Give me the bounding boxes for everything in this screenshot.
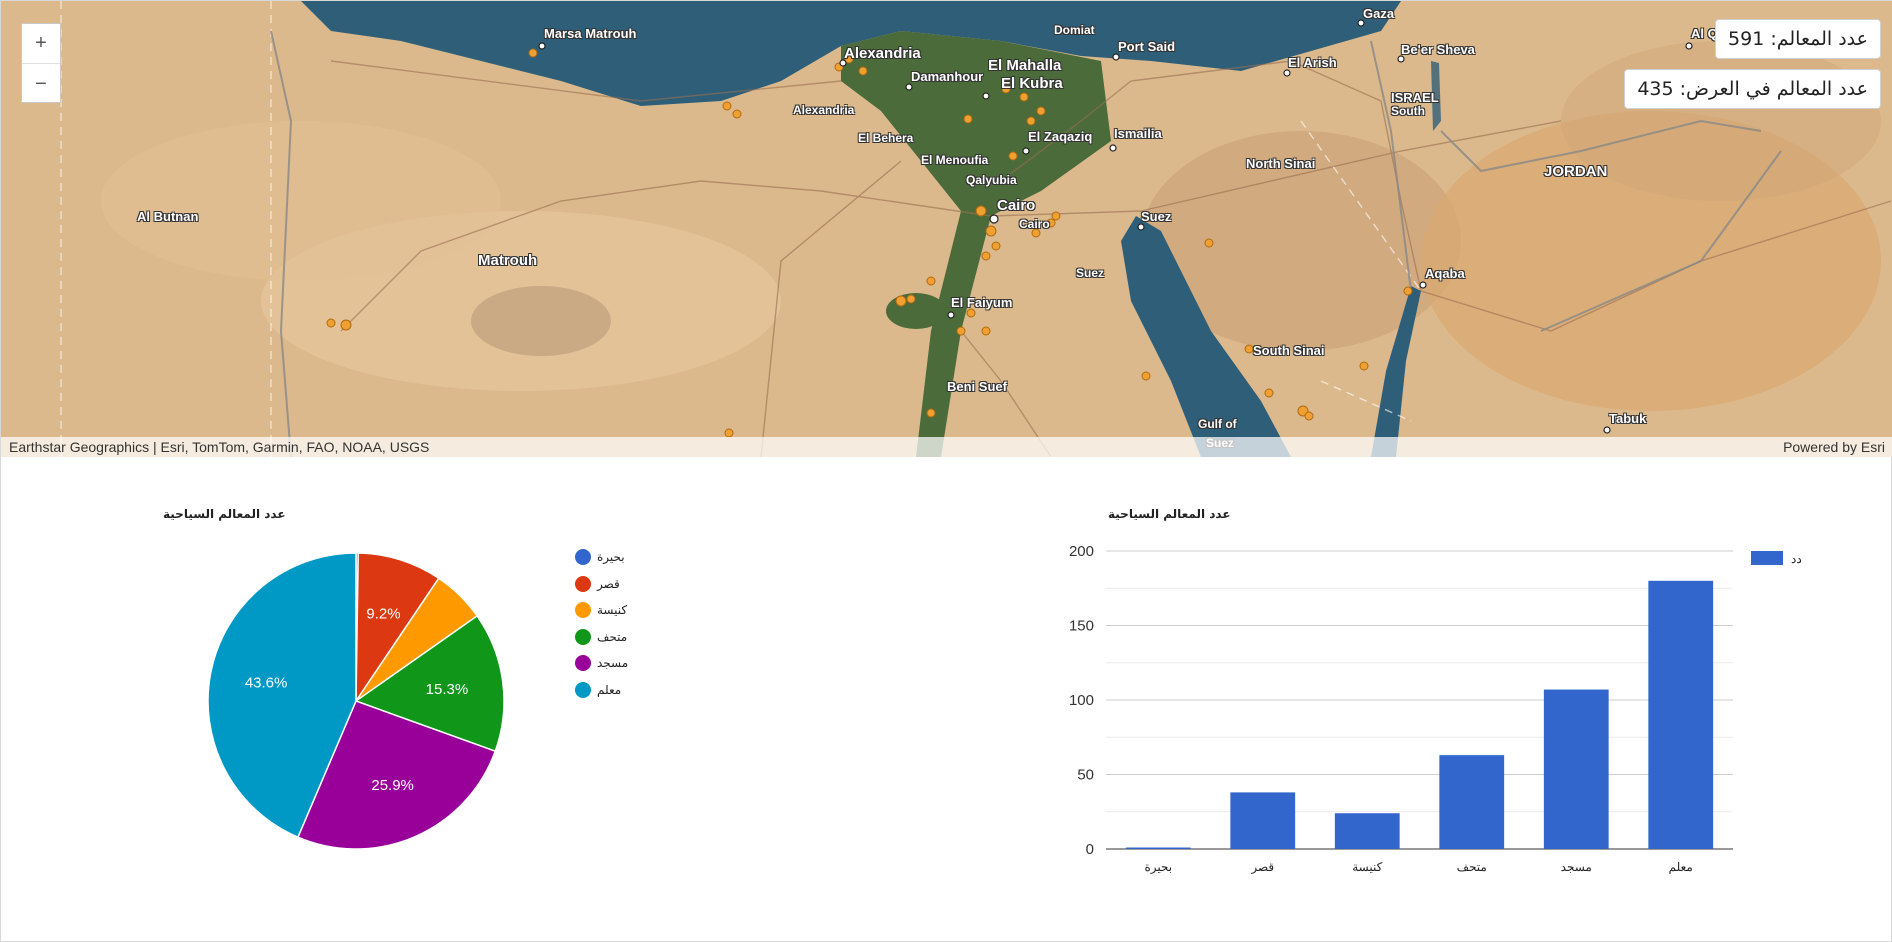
pie-slice-label: 25.9%	[371, 777, 414, 794]
x-tick-label: معلم	[1669, 860, 1693, 874]
pie-chart-title: عدد المعالم السياحية	[163, 507, 286, 521]
pie-legend-item[interactable]: كنيسة	[575, 602, 627, 618]
map-place-label: Marsa Matrouh	[544, 26, 637, 41]
map-place-label: Tabuk	[1609, 411, 1647, 426]
legend-swatch	[1751, 551, 1783, 565]
legend-swatch	[575, 549, 591, 565]
pie-legend-item[interactable]: معلم	[575, 681, 622, 698]
legend-swatch	[575, 602, 591, 618]
legend-swatch	[575, 681, 591, 698]
map-place-label: Gulf of	[1198, 417, 1237, 431]
map-place-label: Suez	[1141, 209, 1172, 224]
zoom-in-button[interactable]: +	[22, 24, 60, 64]
total-features-badge: عدد المعالم: 591	[1715, 19, 1881, 59]
map-place-label: El Behera	[858, 131, 914, 145]
zoom-control: + −	[21, 23, 61, 103]
map-place-label: Cairo	[997, 197, 1036, 214]
legend-label: متحف	[597, 629, 628, 644]
map-place-label: Aqaba	[1425, 266, 1465, 281]
x-tick-label: متحف	[1457, 860, 1487, 874]
pie-slice-label: 9.2%	[366, 605, 400, 622]
x-tick-label: مسجد	[1561, 860, 1592, 874]
y-tick-label: 50	[1077, 767, 1094, 784]
map-place-label: North Sinai	[1246, 156, 1316, 171]
map-place-label: Beni Suef	[947, 379, 1007, 394]
map-place-label: South	[1391, 104, 1425, 118]
powered-by-esri[interactable]: Powered by Esri	[1783, 439, 1885, 455]
map-view[interactable]: Marsa Matrouh Alexandria Damanhour El Mahal…	[1, 1, 1892, 457]
x-tick-label: بحيرة	[1144, 860, 1172, 874]
map-place-label: Port Said	[1118, 39, 1176, 54]
legend-swatch	[575, 575, 591, 592]
bar[interactable]	[1125, 847, 1191, 850]
basemap-imagery	[1, 1, 1892, 457]
bar[interactable]	[1648, 580, 1714, 849]
pie-slice[interactable]	[354, 614, 505, 753]
legend-swatch	[575, 655, 591, 671]
pie-legend-item[interactable]: متحف	[575, 628, 628, 645]
map-place-label: Cairo	[1019, 217, 1050, 231]
map-place-label: Domiat	[1054, 23, 1095, 37]
legend-label: معلم	[597, 682, 622, 697]
zoom-out-button[interactable]: −	[35, 72, 47, 95]
bar[interactable]	[1439, 755, 1505, 849]
map-place-label: El Kubra	[1001, 75, 1063, 92]
y-tick-label: 200	[1069, 543, 1094, 560]
map-place-label: Qalyubia	[966, 173, 1017, 187]
legend-label: قصر	[597, 576, 620, 591]
pie-slice-label: 43.6%	[245, 675, 288, 692]
bar[interactable]	[1543, 689, 1609, 849]
attribution-text[interactable]: Earthstar Geographics | Esri, TomTom, Ga…	[9, 439, 430, 455]
y-tick-label: 100	[1069, 692, 1094, 709]
bar[interactable]	[1334, 813, 1400, 849]
pie-slice[interactable]	[207, 552, 357, 839]
map-place-label: ISRAEL	[1391, 90, 1439, 105]
x-tick-label: قصر	[1250, 860, 1274, 874]
bar-chart-title: عدد المعالم السياحية	[1108, 507, 1231, 521]
map-place-label: El Zaqaziq	[1028, 129, 1093, 144]
map-place-label: Be'er Sheva	[1401, 42, 1475, 57]
map-place-label: Alexandria	[793, 103, 855, 117]
y-tick-label: 150	[1069, 618, 1094, 635]
y-tick-label: 0	[1086, 841, 1094, 858]
bar[interactable]	[1230, 792, 1296, 849]
map-place-label: El Arish	[1288, 55, 1337, 70]
legend-label: مسجد	[597, 656, 629, 670]
map-place-label: Suez	[1076, 266, 1105, 280]
map-place-label: Alexandria	[844, 45, 921, 62]
legend-label: بحيرة	[597, 550, 625, 564]
map-place-label: Gaza	[1363, 6, 1395, 21]
map-place-label: JORDAN	[1544, 163, 1608, 180]
bar-legend-label[interactable]: العدد	[1791, 552, 1801, 566]
map-place-label: Matrouh	[478, 252, 538, 269]
pie-chart[interactable]: 9.2% 15.3% 25.9% 43.6%	[191, 536, 521, 866]
map-place-label: El Menoufia	[921, 153, 989, 167]
bar-chart[interactable]: 0 50 100 150 200 بحيرة قصر كنيسة متحف مسجد معلم الع…	[1041, 531, 1801, 891]
x-tick-label: كنيسة	[1352, 860, 1382, 874]
pie-legend-item[interactable]: مسجد	[575, 655, 628, 671]
map-place-label: El Faiyum	[951, 295, 1013, 310]
map-place-label: Al Butnan	[137, 209, 199, 224]
legend-swatch	[575, 628, 591, 645]
pie-legend-item[interactable]: قصر	[575, 575, 620, 592]
legend-label: كنيسة	[597, 603, 628, 617]
map-place-label: Ismailia	[1114, 126, 1162, 141]
map-place-label: Damanhour	[911, 69, 984, 84]
features-in-view-badge: عدد المعالم في العرض: 435	[1624, 69, 1881, 109]
map-attribution-bar: Earthstar Geographics | Esri, TomTom, Ga…	[1, 437, 1892, 457]
pie-slice[interactable]	[355, 552, 440, 704]
map-place-label: El Mahalla	[988, 57, 1062, 74]
pie-legend-item[interactable]: بحيرة	[575, 549, 625, 565]
pie-slice-label: 15.3%	[426, 681, 469, 698]
map-place-label: South Sinai	[1253, 343, 1325, 358]
pie-slice[interactable]	[296, 700, 497, 850]
